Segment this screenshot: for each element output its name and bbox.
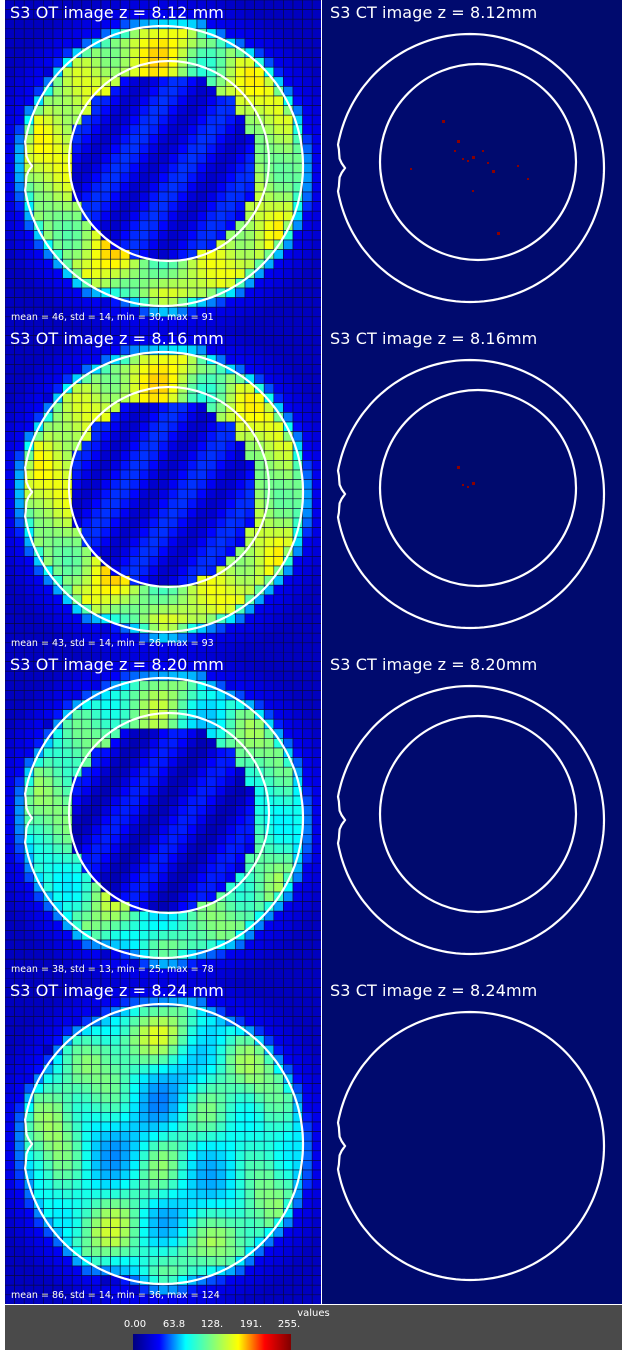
defect-spot [467,160,469,162]
outer-boundary [23,24,305,308]
image-row: S3 OT image z = 8.24 mm mean = 86, std = … [5,978,622,1304]
image-row: S3 OT image z = 8.20 mm mean = 38, std = … [5,652,622,978]
image-row: S3 OT image z = 8.16 mm mean = 43, std = … [5,326,622,652]
defect-spot [442,120,445,123]
inner-boundary [67,711,271,915]
colorbar-tick: 63.8 [162,1319,186,1330]
ot-image-panel: S3 OT image z = 8.16 mm mean = 43, std = … [5,326,321,652]
ot-title: S3 OT image z = 8.24 mm [10,981,224,1000]
inner-boundary [378,388,578,588]
ot-title: S3 OT image z = 8.16 mm [10,329,224,348]
defect-spot [527,178,529,180]
ct-image-panel: S3 CT image z = 8.16mm [322,326,622,652]
defect-spot [497,232,500,235]
outer-boundary [336,32,606,304]
ot-heatmap [5,652,321,978]
defect-spot [472,190,474,192]
colorbar-area: values 0.00 63.8 128. 191. 255. [5,1305,622,1350]
ct-image-panel: S3 CT image z = 8.20mm [322,652,622,978]
ct-image-panel: S3 CT image z = 8.24mm [322,978,622,1304]
outer-boundary [336,1010,606,1282]
ct-title: S3 CT image z = 8.20mm [330,655,538,674]
defect-spot [457,140,460,143]
outer-boundary [23,676,305,960]
colorbar-gradient [133,1334,291,1350]
defect-spot [487,162,489,164]
ct-image [336,32,606,304]
outer-boundary [23,1002,305,1286]
ct-image-panel: S3 CT image z = 8.12mm [322,0,622,326]
ct-image [336,684,606,956]
ct-image [336,358,606,630]
outer-boundary [23,350,305,634]
ot-title: S3 OT image z = 8.12 mm [10,3,224,22]
colorbar-tick: 191. [239,1319,263,1330]
image-row: S3 OT image z = 8.12 mm mean = 46, std = … [5,0,622,326]
inner-boundary [378,714,578,914]
defect-spot [517,165,519,167]
defect-spot [492,170,495,173]
ct-title: S3 CT image z = 8.12mm [330,3,538,22]
ct-title: S3 CT image z = 8.24mm [330,981,538,1000]
defect-spot [410,168,412,170]
ot-image-panel: S3 OT image z = 8.20 mm mean = 38, std = … [5,652,321,978]
inner-boundary [378,62,578,262]
inner-boundary [67,59,271,263]
ct-title: S3 CT image z = 8.16mm [330,329,538,348]
colorbar-tick: 0.00 [123,1319,147,1330]
defect-spot [482,150,484,152]
ot-stats: mean = 43, std = 14, min = 26, max = 93 [11,638,214,649]
ot-title: S3 OT image z = 8.20 mm [10,655,224,674]
defect-spot [462,484,464,486]
colorbar-tick: 128. [200,1319,224,1330]
inner-boundary [67,385,271,589]
ot-heatmap [5,0,321,326]
figure: S3 OT image z = 8.12 mm mean = 46, std = … [5,0,622,1350]
ot-image-panel: S3 OT image z = 8.12 mm mean = 46, std = … [5,0,321,326]
outer-boundary [336,684,606,956]
defect-spot [454,150,456,152]
colorbar-title: values [297,1308,330,1319]
outer-boundary [336,358,606,630]
ot-heatmap [5,326,321,652]
defect-spot [457,466,460,469]
ot-stats: mean = 38, std = 13, min = 25, max = 78 [11,964,214,975]
defect-spot [472,482,475,485]
colorbar-tick: 255. [277,1319,301,1330]
defect-spot [462,158,464,160]
defect-spot [472,156,475,159]
defect-spot [467,486,469,488]
ot-image-panel: S3 OT image z = 8.24 mm mean = 86, std = … [5,978,321,1304]
ot-stats: mean = 46, std = 14, min = 30, max = 91 [11,312,214,323]
ot-heatmap [5,978,321,1304]
ct-image [336,1010,606,1282]
ot-stats: mean = 86, std = 14, min = 36, max = 124 [11,1290,220,1301]
